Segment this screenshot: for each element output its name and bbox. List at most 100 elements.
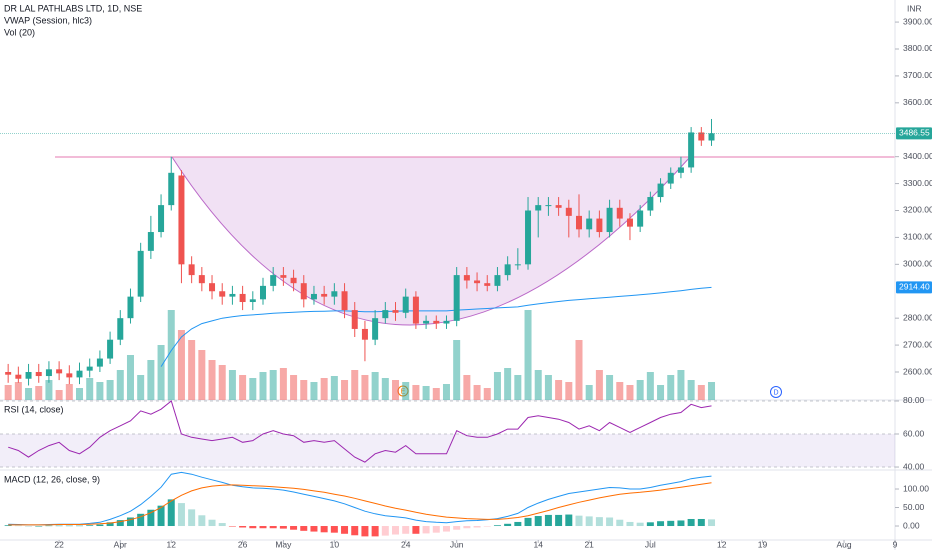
- macd-histogram-bar: [65, 525, 73, 527]
- volume-bar: [96, 382, 104, 400]
- volume-bar: [514, 375, 522, 400]
- candle-body: [127, 296, 134, 319]
- volume-bar: [198, 350, 206, 400]
- volume-bar: [290, 375, 298, 400]
- x-tick-label: 24: [401, 539, 411, 549]
- volume-bar: [697, 385, 705, 400]
- macd-histogram-bar: [534, 516, 542, 527]
- x-tick-label: Jun: [450, 539, 464, 549]
- volume-bar: [381, 378, 389, 400]
- macd-histogram-bar: [320, 526, 328, 533]
- macd-histogram-bar: [677, 520, 685, 527]
- macd-histogram-bar: [351, 526, 359, 536]
- volume-bar: [86, 378, 94, 400]
- candle-body: [35, 372, 42, 377]
- y-tick-label: 2600.00: [903, 366, 932, 376]
- ma-line: [160, 286, 712, 367]
- volume-bar: [392, 380, 400, 400]
- macd-histogram-bar: [35, 526, 43, 527]
- chart-title: DR LAL PATHLABS LTD, 1D, NSE: [4, 3, 142, 13]
- macd-histogram-bar: [208, 519, 216, 527]
- volume-bar: [14, 382, 22, 400]
- indicator-label: RSI (14, close): [4, 404, 64, 414]
- candle-body: [616, 207, 623, 219]
- y-tick-label: 3600.00: [903, 97, 932, 107]
- y-tick-label: 60.00: [903, 428, 925, 438]
- macd-histogram-bar: [657, 521, 665, 527]
- candle-body: [698, 132, 705, 141]
- macd-histogram-bar: [157, 505, 165, 527]
- candle-body: [219, 291, 226, 297]
- macd-histogram-bar: [249, 526, 257, 529]
- volume-bar: [504, 368, 512, 400]
- last-price-box: [896, 127, 932, 140]
- last-value-label: 2914.40: [899, 282, 930, 292]
- candle-body: [474, 280, 481, 284]
- volume-bar: [585, 385, 593, 400]
- macd-histogram-bar: [636, 522, 644, 527]
- macd-histogram-bar: [45, 525, 53, 527]
- candle-body: [15, 374, 22, 379]
- candle-body: [259, 285, 266, 300]
- macd-histogram-bar: [290, 526, 298, 530]
- volume-bar: [300, 380, 308, 400]
- candle-body: [637, 210, 644, 227]
- macd-histogram-bar: [555, 514, 563, 527]
- candle-body: [586, 218, 593, 230]
- macd-histogram-bar: [442, 526, 450, 532]
- y-tick-label: 2800.00: [903, 312, 932, 322]
- x-tick-label: 12: [167, 539, 177, 549]
- macd-histogram-bar: [585, 516, 593, 527]
- candle-body: [76, 370, 83, 378]
- candle-body: [280, 275, 287, 278]
- volume-bar: [4, 385, 12, 400]
- macd-histogram-bar: [361, 526, 369, 537]
- macd-histogram-bar: [177, 503, 185, 527]
- macd-histogram-bar: [412, 526, 420, 534]
- candle-body: [525, 210, 532, 265]
- event-marker: [770, 386, 782, 398]
- macd-histogram-bar: [697, 518, 705, 527]
- macd-histogram-bar: [269, 526, 277, 529]
- candle-body: [229, 293, 236, 297]
- candle-body: [708, 133, 715, 141]
- macd-histogram-bar: [483, 526, 491, 527]
- volume-bar: [249, 378, 257, 400]
- candle-body: [647, 197, 654, 211]
- macd-histogram-bar: [514, 521, 522, 527]
- macd-histogram-bar: [575, 515, 583, 527]
- macd-histogram-bar: [595, 517, 603, 527]
- volume-bar: [116, 370, 124, 400]
- y-tick-label: 3900.00: [903, 16, 932, 26]
- y-tick-label: 3300.00: [903, 178, 932, 188]
- volume-bar: [432, 388, 440, 400]
- volume-bar: [239, 375, 247, 400]
- volume-bar: [493, 372, 501, 400]
- x-tick-label: 22: [54, 539, 64, 549]
- candle-body: [433, 320, 440, 324]
- candle-body: [25, 372, 32, 379]
- x-tick-label: 26: [238, 539, 248, 549]
- macd-histogram-bar: [504, 523, 512, 527]
- candle-body: [86, 366, 93, 371]
- candle-body: [657, 183, 664, 198]
- indicator-label: VWAP (Session, hlc3): [4, 15, 92, 25]
- macd-histogram-bar: [544, 514, 552, 527]
- candle-body: [565, 207, 572, 216]
- volume-bar: [76, 388, 84, 400]
- y-tick-label: 3000.00: [903, 259, 932, 269]
- volume-bar: [259, 372, 267, 400]
- candle-body: [575, 215, 582, 230]
- macd-histogram-bar: [188, 509, 196, 527]
- y-tick-label: 100.00: [903, 483, 929, 493]
- candle-body: [300, 283, 307, 300]
- candle-body: [361, 328, 368, 340]
- y-tick-label: 3200.00: [903, 205, 932, 215]
- y-tick-label: 80.00: [903, 395, 925, 405]
- candle-body: [443, 320, 450, 324]
- x-tick-label: Jul: [645, 539, 656, 549]
- macd-histogram-bar: [432, 526, 440, 533]
- volume-bar: [208, 360, 216, 400]
- candle-body: [463, 275, 470, 281]
- candle-body: [494, 275, 501, 286]
